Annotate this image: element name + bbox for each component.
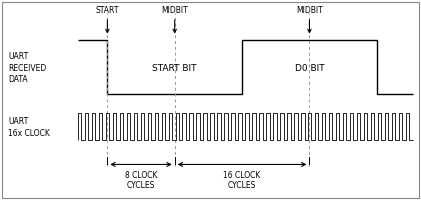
Text: D0 BIT: D0 BIT	[295, 63, 324, 72]
Text: UART
RECEIVED
DATA: UART RECEIVED DATA	[8, 52, 47, 83]
Text: MIDBIT: MIDBIT	[161, 6, 188, 33]
Text: 8 CLOCK
CYCLES: 8 CLOCK CYCLES	[125, 170, 157, 189]
Text: 16 CLOCK
CYCLES: 16 CLOCK CYCLES	[224, 170, 261, 189]
Text: START: START	[96, 6, 119, 33]
Text: UART
16x CLOCK: UART 16x CLOCK	[8, 117, 50, 137]
Text: START BIT: START BIT	[152, 63, 197, 72]
Text: MIDBIT: MIDBIT	[296, 6, 323, 33]
